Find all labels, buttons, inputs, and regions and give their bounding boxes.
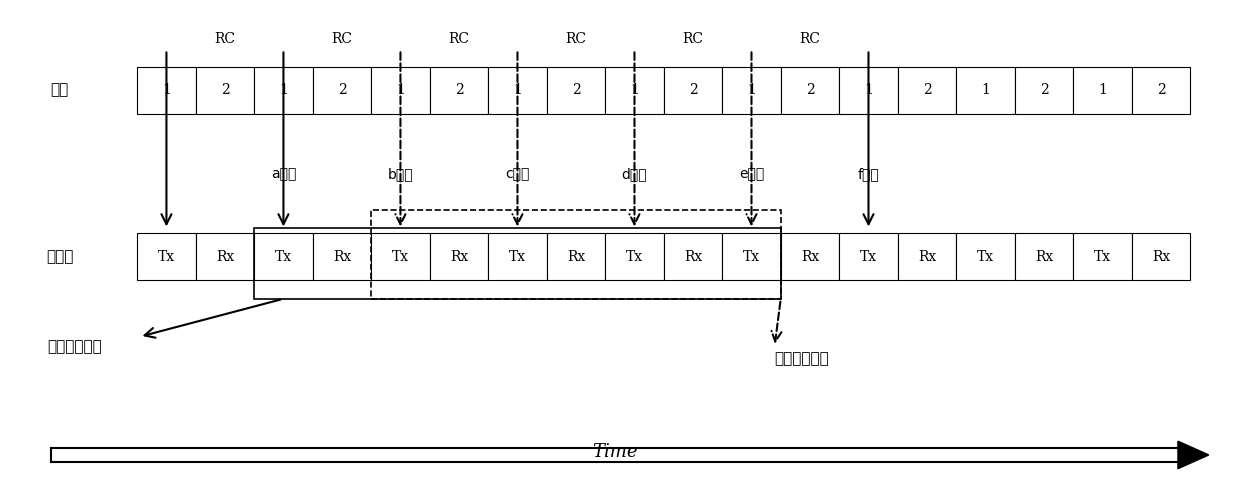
Bar <box>547 233 605 280</box>
Text: Tx: Tx <box>508 249 526 264</box>
Text: Tx: Tx <box>743 249 760 264</box>
Text: c位置: c位置 <box>505 167 529 181</box>
Bar <box>1074 233 1132 280</box>
Text: Tx: Tx <box>626 249 644 264</box>
Bar <box>722 233 781 280</box>
Text: 第一比较窗口: 第一比较窗口 <box>47 339 102 354</box>
Text: Rx: Rx <box>450 249 467 264</box>
Text: Tx: Tx <box>275 249 291 264</box>
Text: 2: 2 <box>806 83 815 97</box>
Bar <box>430 67 489 114</box>
Text: 2: 2 <box>688 83 697 97</box>
Text: Rx: Rx <box>567 249 585 264</box>
Text: 2: 2 <box>572 83 580 97</box>
Text: Rx: Rx <box>801 249 820 264</box>
Bar <box>196 67 254 114</box>
Bar <box>1074 67 1132 114</box>
Bar <box>371 233 430 280</box>
Text: b位置: b位置 <box>388 167 413 181</box>
Text: Rx: Rx <box>216 249 234 264</box>
Text: 2: 2 <box>923 83 931 97</box>
Bar <box>1132 233 1190 280</box>
Bar <box>1132 67 1190 114</box>
Bar <box>312 233 371 280</box>
Text: 2: 2 <box>1039 83 1048 97</box>
Text: Tx: Tx <box>859 249 877 264</box>
Bar <box>781 233 839 280</box>
Bar <box>1014 233 1074 280</box>
Bar <box>371 67 430 114</box>
Bar <box>138 67 196 114</box>
Bar <box>781 67 839 114</box>
Bar <box>605 233 663 280</box>
Bar <box>489 233 547 280</box>
Text: Rx: Rx <box>683 249 702 264</box>
Bar <box>547 67 605 114</box>
Text: 基站: 基站 <box>51 83 68 98</box>
Bar <box>138 233 196 280</box>
Bar <box>898 233 956 280</box>
Text: 1: 1 <box>279 83 288 97</box>
Text: 2: 2 <box>337 83 346 97</box>
Text: Rx: Rx <box>332 249 351 264</box>
Bar <box>254 228 781 299</box>
Bar <box>839 233 898 280</box>
Bar <box>956 233 1014 280</box>
Bar <box>663 233 722 280</box>
Text: 1: 1 <box>1099 83 1107 97</box>
Text: Time: Time <box>591 443 637 461</box>
Text: 2: 2 <box>221 83 229 97</box>
Text: e位置: e位置 <box>739 167 764 181</box>
Text: RC: RC <box>215 32 236 46</box>
Text: 1: 1 <box>513 83 522 97</box>
Text: RC: RC <box>800 32 821 46</box>
Text: Rx: Rx <box>918 249 936 264</box>
Bar <box>430 233 489 280</box>
Text: 1: 1 <box>981 83 990 97</box>
Text: d位置: d位置 <box>621 167 647 181</box>
Bar <box>371 209 781 299</box>
Text: 2: 2 <box>455 83 464 97</box>
Polygon shape <box>1178 441 1209 469</box>
Text: Rx: Rx <box>1035 249 1053 264</box>
Bar <box>956 67 1014 114</box>
Text: Tx: Tx <box>392 249 409 264</box>
Text: Tx: Tx <box>977 249 994 264</box>
Text: 1: 1 <box>630 83 639 97</box>
Text: 1: 1 <box>162 83 171 97</box>
Text: 移动台: 移动台 <box>46 249 73 264</box>
Bar <box>1014 67 1074 114</box>
Bar <box>312 67 371 114</box>
Text: RC: RC <box>449 32 470 46</box>
Bar <box>196 233 254 280</box>
Bar <box>839 67 898 114</box>
Text: Tx: Tx <box>1094 249 1111 264</box>
Bar <box>254 233 312 280</box>
Text: a位置: a位置 <box>270 167 296 181</box>
Text: RC: RC <box>331 32 352 46</box>
Text: Rx: Rx <box>1152 249 1171 264</box>
Text: 1: 1 <box>746 83 756 97</box>
Text: f位置: f位置 <box>858 167 879 181</box>
Text: 1: 1 <box>396 83 405 97</box>
Text: 第二比较窗口: 第二比较窗口 <box>775 351 830 366</box>
Text: RC: RC <box>682 32 703 46</box>
Bar <box>663 67 722 114</box>
Bar <box>605 67 663 114</box>
Bar <box>898 67 956 114</box>
Text: RC: RC <box>565 32 587 46</box>
Text: 1: 1 <box>864 83 873 97</box>
Bar <box>722 67 781 114</box>
Text: 2: 2 <box>1157 83 1166 97</box>
Text: Tx: Tx <box>157 249 175 264</box>
Bar <box>254 67 312 114</box>
Bar <box>489 67 547 114</box>
